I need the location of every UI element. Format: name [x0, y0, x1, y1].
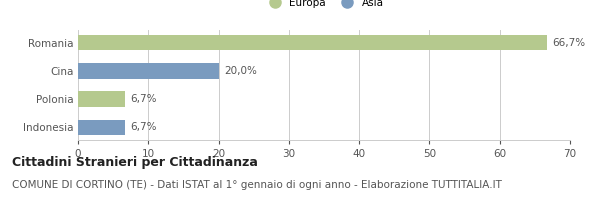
- Text: COMUNE DI CORTINO (TE) - Dati ISTAT al 1° gennaio di ogni anno - Elaborazione TU: COMUNE DI CORTINO (TE) - Dati ISTAT al 1…: [12, 180, 502, 190]
- Bar: [78, 35, 547, 50]
- Bar: [78, 120, 125, 135]
- Bar: [78, 91, 125, 107]
- Text: 6,7%: 6,7%: [131, 94, 157, 104]
- Bar: [78, 63, 218, 79]
- Text: 66,7%: 66,7%: [553, 38, 586, 48]
- Text: Cittadini Stranieri per Cittadinanza: Cittadini Stranieri per Cittadinanza: [12, 156, 258, 169]
- Text: 20,0%: 20,0%: [224, 66, 257, 76]
- Text: 6,7%: 6,7%: [131, 122, 157, 132]
- Legend: Europa, Asia: Europa, Asia: [260, 0, 388, 12]
